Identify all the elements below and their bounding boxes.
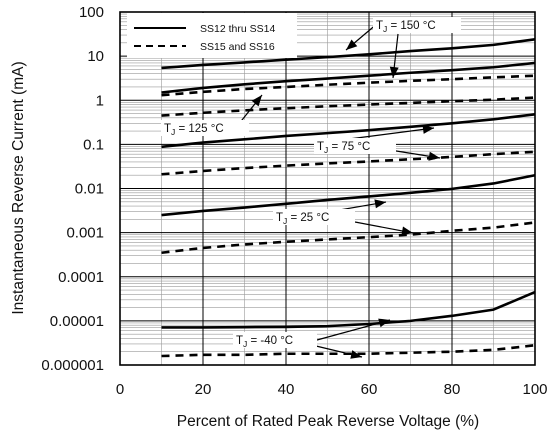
annotation-label-bg <box>161 120 249 136</box>
y-tick-label: 0.00001 <box>50 313 104 330</box>
y-tick-label: 0.0001 <box>58 269 104 286</box>
series-ss15-ss16-tj-25 <box>161 221 536 255</box>
annotation-label-tj-minus40: TJ = -40 °C <box>236 335 293 349</box>
annotation-arrow-line <box>316 319 391 341</box>
y-tick-label: 10 <box>87 48 104 65</box>
plot-border <box>119 11 536 366</box>
annotation-arrowhead <box>389 66 399 78</box>
legend-label-ss15-ss16: SS15 and SS16 <box>200 41 275 53</box>
annotation-arrowhead <box>378 318 390 328</box>
series-ss15-ss16-tj-150 <box>161 74 536 97</box>
y-axis-label: Instantaneous Reverse Current (mA) <box>10 61 27 314</box>
annotation-label-tj-25: TJ = 25 °C <box>276 212 329 226</box>
series-layer <box>161 38 536 358</box>
temperature-annotations: TJ = 150 °C TJ = 125 °C TJ = 75 °C TJ = 25 … <box>161 17 461 359</box>
y-tick-label: 1 <box>96 92 104 109</box>
annotation-label-bg <box>233 332 317 348</box>
legend-label-ss12-ss14: SS12 thru SS14 <box>200 23 275 35</box>
x-axis-label: Percent of Rated Peak Reverse Voltage (%… <box>177 413 479 430</box>
annotation-arrowhead <box>422 124 434 134</box>
annotation-arrowhead <box>428 151 440 161</box>
annotation-arrowhead <box>374 199 386 209</box>
annotation-arrowhead <box>350 350 362 359</box>
x-tick-label: 20 <box>195 381 212 398</box>
y-tick-label: 0.1 <box>83 136 104 153</box>
series-ss15-ss16-tj-75 <box>161 150 536 176</box>
annotation-label-tj-150: TJ = 150 °C <box>376 20 436 34</box>
series-ss12-ss14-tj-25 <box>161 173 536 217</box>
y-tick-label: 100 <box>79 4 104 21</box>
series-ss12-ss14-tj-75 <box>161 113 536 149</box>
y-axis-ticks: 0.000001 0.00001 0.0001 0.001 0.01 0.1 1 10 100 <box>41 4 104 374</box>
series-ss15-ss16-tj-125 <box>161 96 536 117</box>
x-axis-ticks: 0 20 40 60 80 100 <box>116 381 548 398</box>
x-tick-label: 0 <box>116 381 124 398</box>
annotation-label-bg <box>314 138 396 154</box>
series-ss12-ss14-tj-150 <box>161 38 536 70</box>
x-tick-label: 100 <box>522 381 547 398</box>
annotation-arrowhead <box>401 226 413 236</box>
plot-frame <box>119 11 536 366</box>
annotation-label-bg <box>273 209 355 225</box>
annotation-arrowhead <box>251 95 262 107</box>
series-ss12-ss14-tj-125 <box>161 61 536 94</box>
x-tick-label: 80 <box>444 381 461 398</box>
y-tick-label: 0.000001 <box>41 357 104 374</box>
annotation-label-tj-125: TJ = 125 °C <box>164 123 224 137</box>
x-tick-label: 60 <box>361 381 378 398</box>
legend: SS12 thru SS14 SS15 and SS16 <box>127 13 297 58</box>
y-tick-label: 0.001 <box>66 225 104 242</box>
legend-box <box>127 13 297 58</box>
annotation-label-tj-75: TJ = 75 °C <box>317 141 370 155</box>
x-tick-label: 40 <box>278 381 295 398</box>
annotation-arrowhead <box>346 39 358 50</box>
annotation-label-bg <box>373 17 461 33</box>
y-tick-label: 0.01 <box>75 181 104 198</box>
annotation-arrow-line <box>348 127 435 140</box>
series-ss12-ss14-tj-minus40 <box>161 290 536 329</box>
